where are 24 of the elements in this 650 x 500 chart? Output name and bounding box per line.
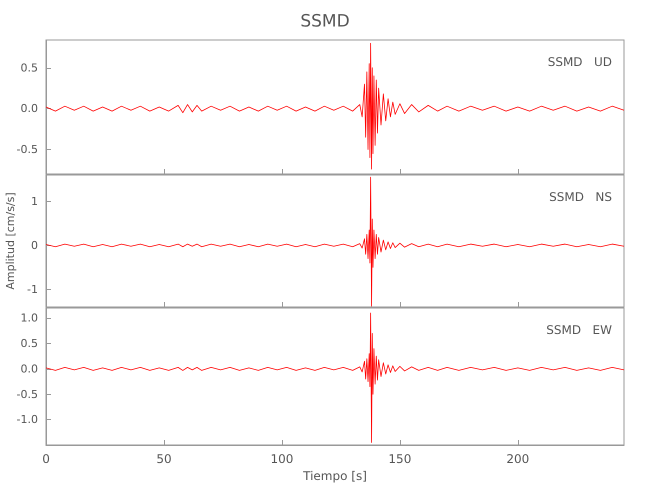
x-tick-label: 150 — [388, 452, 412, 466]
y-tick-label: -1.0 — [16, 413, 38, 426]
y-tick-label: 0.0 — [20, 102, 38, 116]
annotation: SSMD UD — [548, 55, 612, 69]
x-tick-label: 200 — [506, 452, 530, 466]
annotation: SSMD NS — [549, 190, 612, 204]
line-series — [46, 42, 624, 170]
y-tick-label: 0.0 — [20, 362, 38, 376]
annotation: SSMD EW — [546, 323, 612, 337]
x-axis-title: Tiempo [s] — [302, 468, 367, 483]
y-tick-label: -1 — [27, 282, 38, 296]
y-tick-label: -0.5 — [16, 388, 38, 401]
y-tick-label: 1.0 — [20, 312, 38, 325]
line-series — [46, 312, 624, 443]
chart-title: SSMD — [300, 12, 350, 32]
y-tick-label: -0.5 — [16, 142, 38, 156]
y-tick-label: 0 — [31, 238, 38, 252]
x-tick-label: 50 — [156, 452, 172, 466]
y-axis-title: Amplitud [cm/s/s] — [4, 192, 18, 290]
y-tick-label: 0.5 — [20, 337, 38, 350]
y-tick-label: 1 — [31, 194, 38, 208]
y-tick-label: 0.5 — [20, 61, 38, 74]
x-tick-label: 0 — [42, 452, 50, 466]
x-tick-label: 100 — [270, 452, 294, 466]
